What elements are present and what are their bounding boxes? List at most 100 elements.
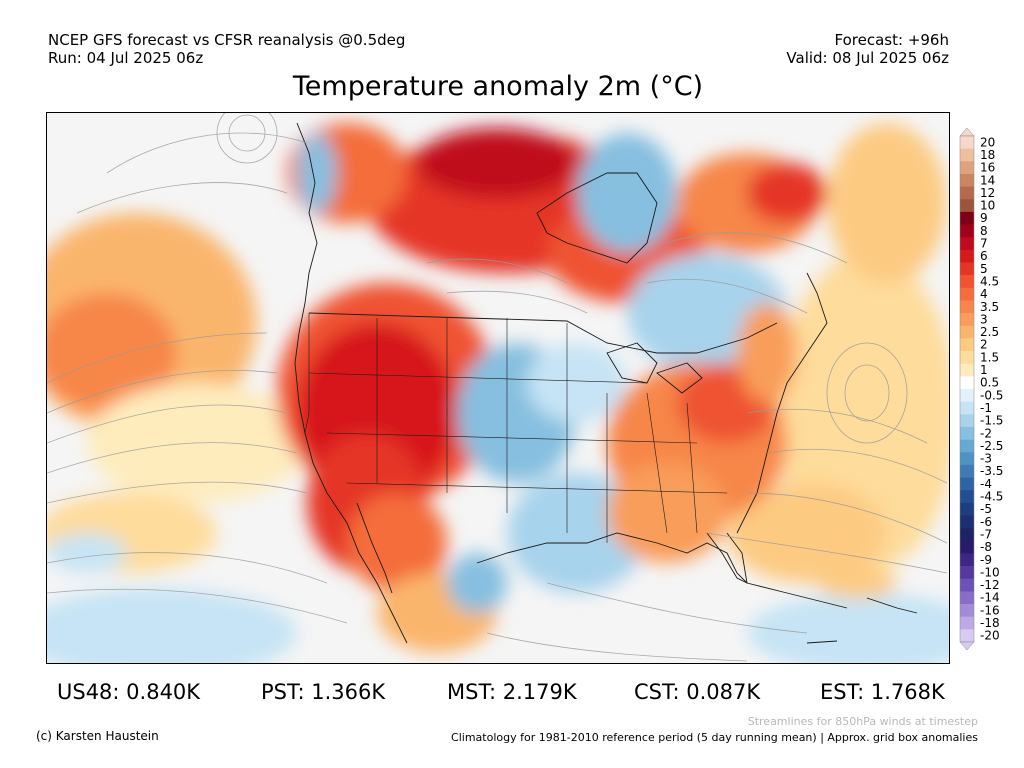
colorbar-swatch [960,439,974,453]
colorbar-label: 1 [980,363,988,377]
colorbar-swatch [960,199,974,213]
colorbar-label: 16 [980,161,995,175]
streamline-note: Streamlines for 850hPa winds at timestep [747,715,978,728]
stat-pst: PST: 1.366K [261,680,386,704]
colorbar-label: -3.5 [980,464,1003,478]
colorbar-label: -2 [980,426,992,440]
colorbar-swatch [960,237,974,251]
colorbar-swatch [960,313,974,327]
colorbar-swatch [960,389,974,402]
colorbar-label: -12 [980,578,1000,592]
climatology-note: Climatology for 1981-2010 reference peri… [451,731,978,744]
colorbar-swatch [960,275,974,289]
colorbar-label: -14 [980,591,1000,605]
colorbar-swatch [960,452,974,466]
colorbar-swatch [960,148,974,162]
colorbar-label: -0.5 [980,388,1003,402]
colorbar-swatch [960,173,974,187]
colorbar-label: -1.5 [980,414,1003,428]
colorbar-swatch [960,401,974,415]
colorbar-swatch [960,528,974,542]
colorbar-label: -4 [980,477,992,491]
colorbar-label: -1 [980,401,992,415]
colorbar-swatch [960,616,974,630]
colorbar-label: 14 [980,173,995,187]
stat-us48: US48: 0.840K [57,680,201,704]
colorbar-label: 4 [980,287,988,301]
colorbar-label: 3 [980,312,988,326]
colorbar-swatch [960,325,974,339]
coastlines-and-borders [294,122,918,644]
stat-est: EST: 1.768K [820,680,945,704]
colorbar-swatch [960,211,974,225]
forecast-hour: Forecast: +96h [834,31,949,49]
colorbar-label: 20 [980,135,995,149]
colorbar-swatch [960,515,974,529]
model-description: NCEP GFS forecast vs CFSR reanalysis @0.… [48,31,406,49]
author-credit: (c) Karsten Haustein [36,729,159,743]
colorbar-swatch [960,414,974,428]
colorbar-label: 18 [980,148,995,162]
colorbar-swatch [960,629,974,643]
colorbar-label: 2 [980,338,988,352]
colorbar-swatch [960,540,974,554]
valid-time: Valid: 08 Jul 2025 06z [786,49,949,67]
colorbar-swatch [960,161,974,175]
colorbar-swatch [960,338,974,352]
colorbar-swatch [960,502,974,516]
colorbar-label: 10 [980,199,995,213]
colorbar-label: -9 [980,553,992,567]
colorbar-swatch [960,224,974,238]
colorbar-label: 5 [980,262,988,276]
colorbar-label: -6 [980,515,992,529]
colorbar-swatch [960,363,974,377]
colorbar-swatch [960,578,974,592]
colorbar-max-arrow [959,128,975,137]
colorbar-swatch [960,186,974,200]
colorbar-label: 0.5 [980,376,999,390]
colorbar-swatch [960,351,974,364]
colorbar-swatch [960,591,974,605]
colorbar-label: 6 [980,249,988,263]
colorbar-swatch [960,477,974,491]
colorbar-swatch [960,262,974,276]
colorbar-label: 8 [980,224,988,238]
colorbar-label: -7 [980,527,992,541]
wind-streamlines [47,113,948,662]
colorbar-label: -3 [980,452,992,466]
colorbar-min-arrow [959,641,975,650]
map-title: Temperature anomaly 2m (°C) [292,71,704,102]
colorbar-swatch [960,300,974,314]
colorbar-label: 12 [980,186,995,200]
colorbar-label: -8 [980,540,992,554]
colorbar-label: 2.5 [980,325,999,339]
colorbar-label: -10 [980,565,1000,579]
colorbar-label: 7 [980,237,988,251]
colorbar: 201816141210987654.543.532.521.510.5-0.5… [959,128,1003,650]
run-time: Run: 04 Jul 2025 06z [48,49,204,67]
colorbar-label: 3.5 [980,300,999,314]
colorbar-swatch [960,136,974,149]
colorbar-swatch [960,249,974,263]
colorbar-swatch [960,426,974,440]
colorbar-swatch [960,490,974,504]
regional-anomaly-stats: US48: 0.840K PST: 1.366K MST: 2.179K CST… [0,678,1024,708]
colorbar-label: -18 [980,616,1000,630]
anomaly-map [46,112,950,664]
colorbar-swatch [960,604,974,617]
colorbar-swatch [960,464,974,478]
colorbar-label: -2.5 [980,439,1003,453]
colorbar-swatch [960,553,974,567]
colorbar-swatch [960,376,974,390]
stat-mst: MST: 2.179K [447,680,577,704]
colorbar-label: -16 [980,603,1000,617]
colorbar-label: -5 [980,502,992,516]
colorbar-swatch [960,566,974,580]
colorbar-label: 1.5 [980,350,999,364]
colorbar-label: 9 [980,211,988,225]
colorbar-label: -4.5 [980,490,1003,504]
colorbar-label: -20 [980,629,1000,643]
colorbar-label: 4.5 [980,274,999,288]
colorbar-swatch [960,287,974,301]
stat-cst: CST: 0.087K [634,680,761,704]
